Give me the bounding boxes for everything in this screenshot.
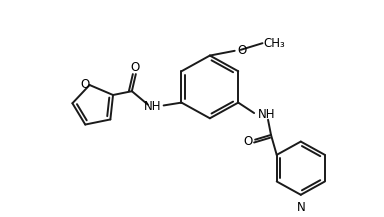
Text: O: O — [130, 61, 139, 74]
Text: CH₃: CH₃ — [263, 37, 285, 50]
Text: O: O — [243, 135, 253, 148]
Text: N: N — [296, 201, 305, 214]
Text: O: O — [238, 44, 247, 57]
Text: NH: NH — [258, 108, 276, 122]
Text: NH: NH — [144, 100, 162, 113]
Text: O: O — [80, 77, 89, 90]
